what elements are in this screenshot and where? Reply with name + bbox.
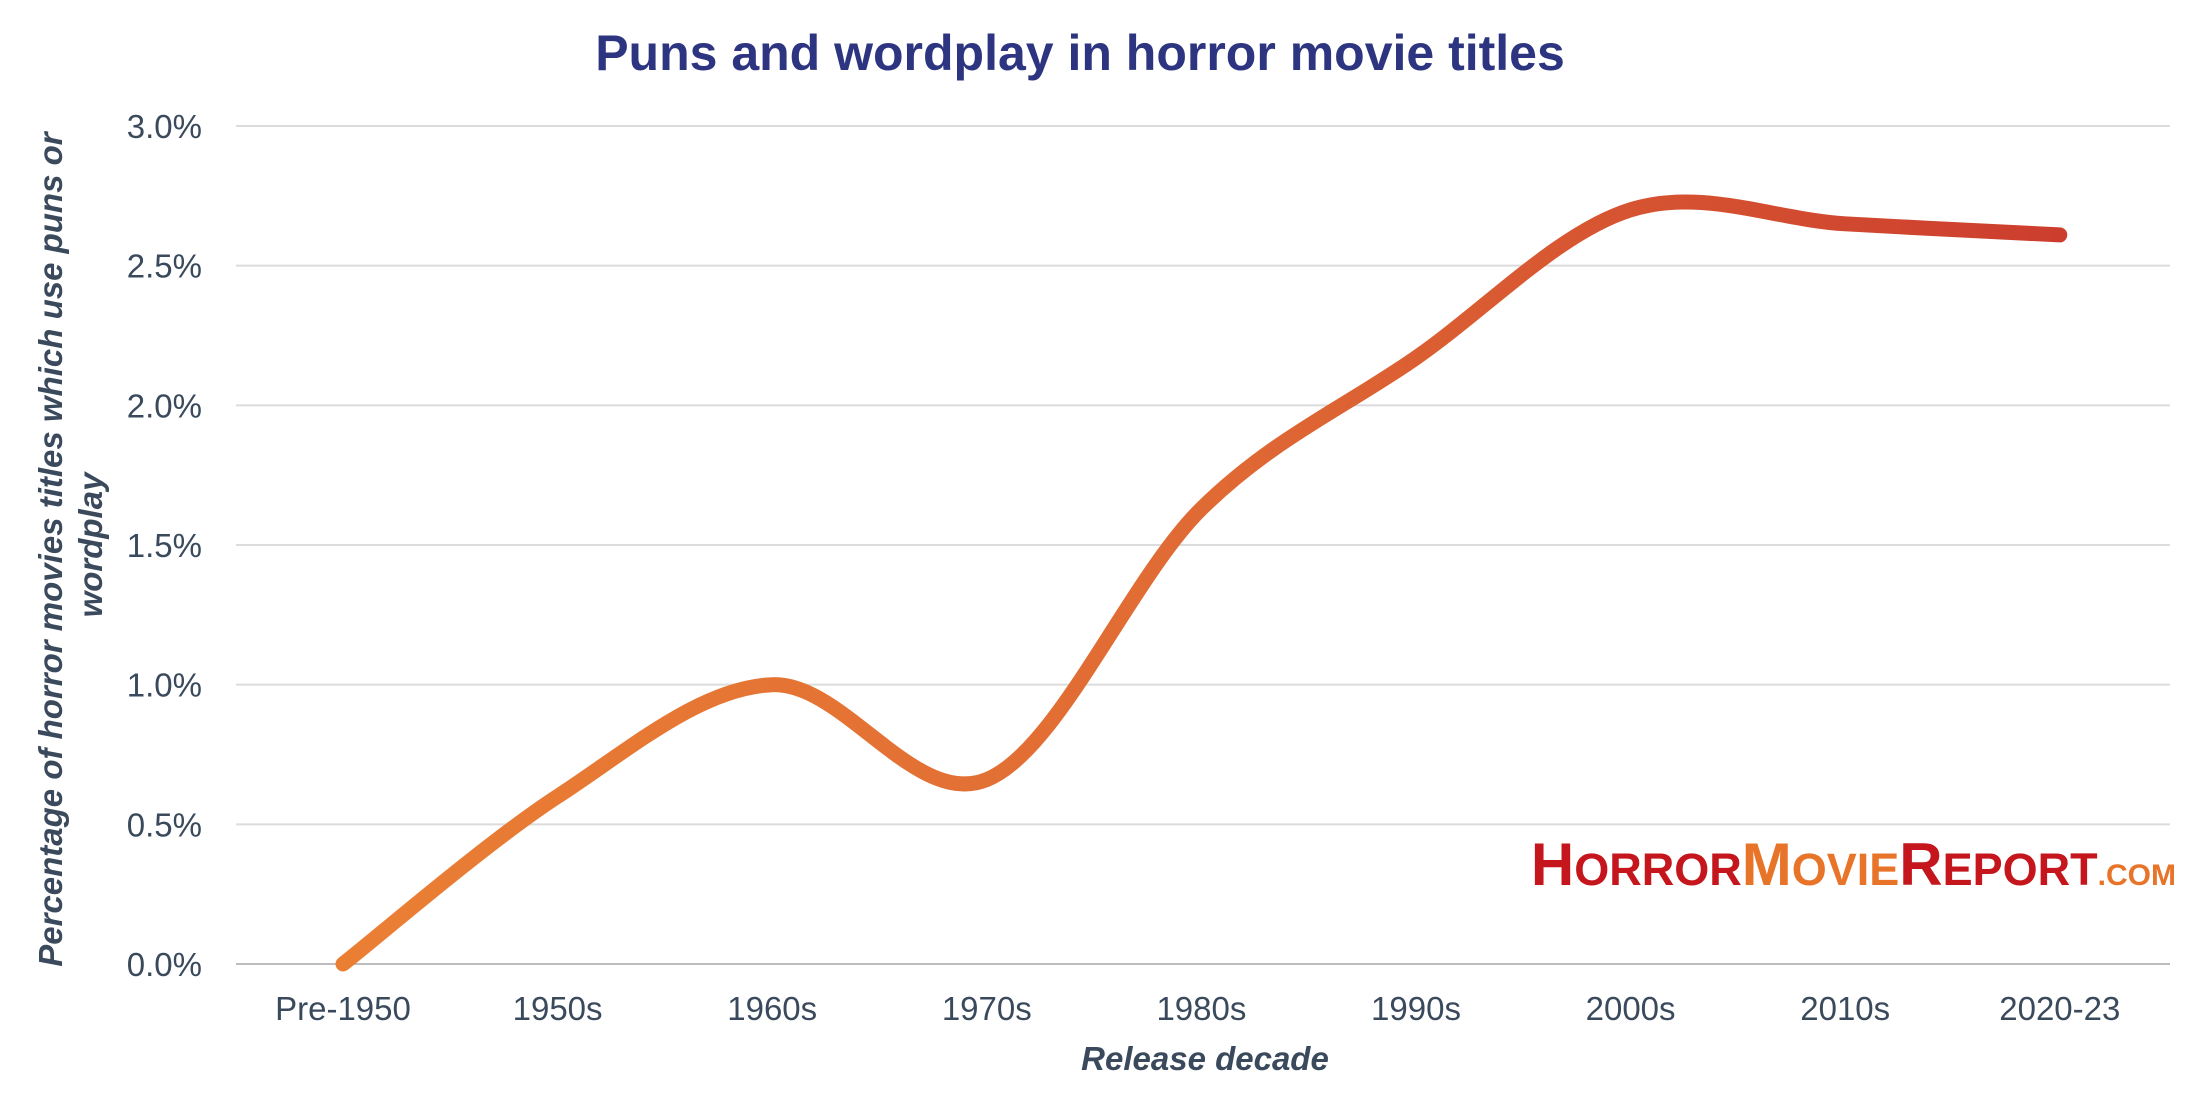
y-tick-label: 0.5% <box>127 806 202 843</box>
x-tick-label: 1980s <box>1156 990 1246 1027</box>
y-tick-label: 1.0% <box>127 667 202 704</box>
logo-letter: H <box>1531 831 1574 898</box>
x-tick-label: 1950s <box>513 990 603 1027</box>
logo-word: OVIE <box>1792 844 1900 895</box>
x-tick-label: 2020-23 <box>1999 990 2120 1027</box>
y-tick-label: 0.0% <box>127 946 202 983</box>
y-axis-title-line-1: Percentage of horror movies titles which… <box>32 130 69 967</box>
x-tick-label: 2010s <box>1800 990 1890 1027</box>
x-tick-label: 1990s <box>1371 990 1461 1027</box>
y-axis-title-line-2: wordplay <box>72 471 109 618</box>
y-axis-tick-labels: 0.0% 0.5% 1.0% 1.5% 2.0% 2.5% 3.0% <box>127 108 202 983</box>
chart-title: Puns and wordplay in horror movie titles <box>595 25 1565 81</box>
series-line <box>335 194 2068 972</box>
y-tick-label: 3.0% <box>127 108 202 145</box>
x-tick-label: 1970s <box>942 990 1032 1027</box>
x-tick-label: 1960s <box>727 990 817 1027</box>
x-axis-tick-labels: Pre-1950 1950s 1960s 1970s 1980s 1990s 2000s 20… <box>275 990 2120 1027</box>
logo-word: EPORT <box>1943 844 2098 895</box>
x-tick-label: Pre-1950 <box>275 990 411 1027</box>
y-tick-label: 2.5% <box>127 248 202 285</box>
x-tick-label: 2000s <box>1586 990 1676 1027</box>
logo-word: ORROR <box>1574 844 1742 895</box>
logo-letter: R <box>1899 831 1942 898</box>
logo-domain: .COM <box>2098 859 2176 892</box>
horror-movie-report-logo: HORRORMOVIEREPORT.COM <box>1531 831 2176 898</box>
gridlines <box>236 125 2170 965</box>
y-axis-title: Percentage of horror movies titles which… <box>32 123 109 967</box>
x-axis-title: Release decade <box>1081 1040 1329 1077</box>
y-tick-label: 1.5% <box>127 527 202 564</box>
logo-letter: M <box>1742 831 1792 898</box>
y-tick-label: 2.0% <box>127 387 202 424</box>
